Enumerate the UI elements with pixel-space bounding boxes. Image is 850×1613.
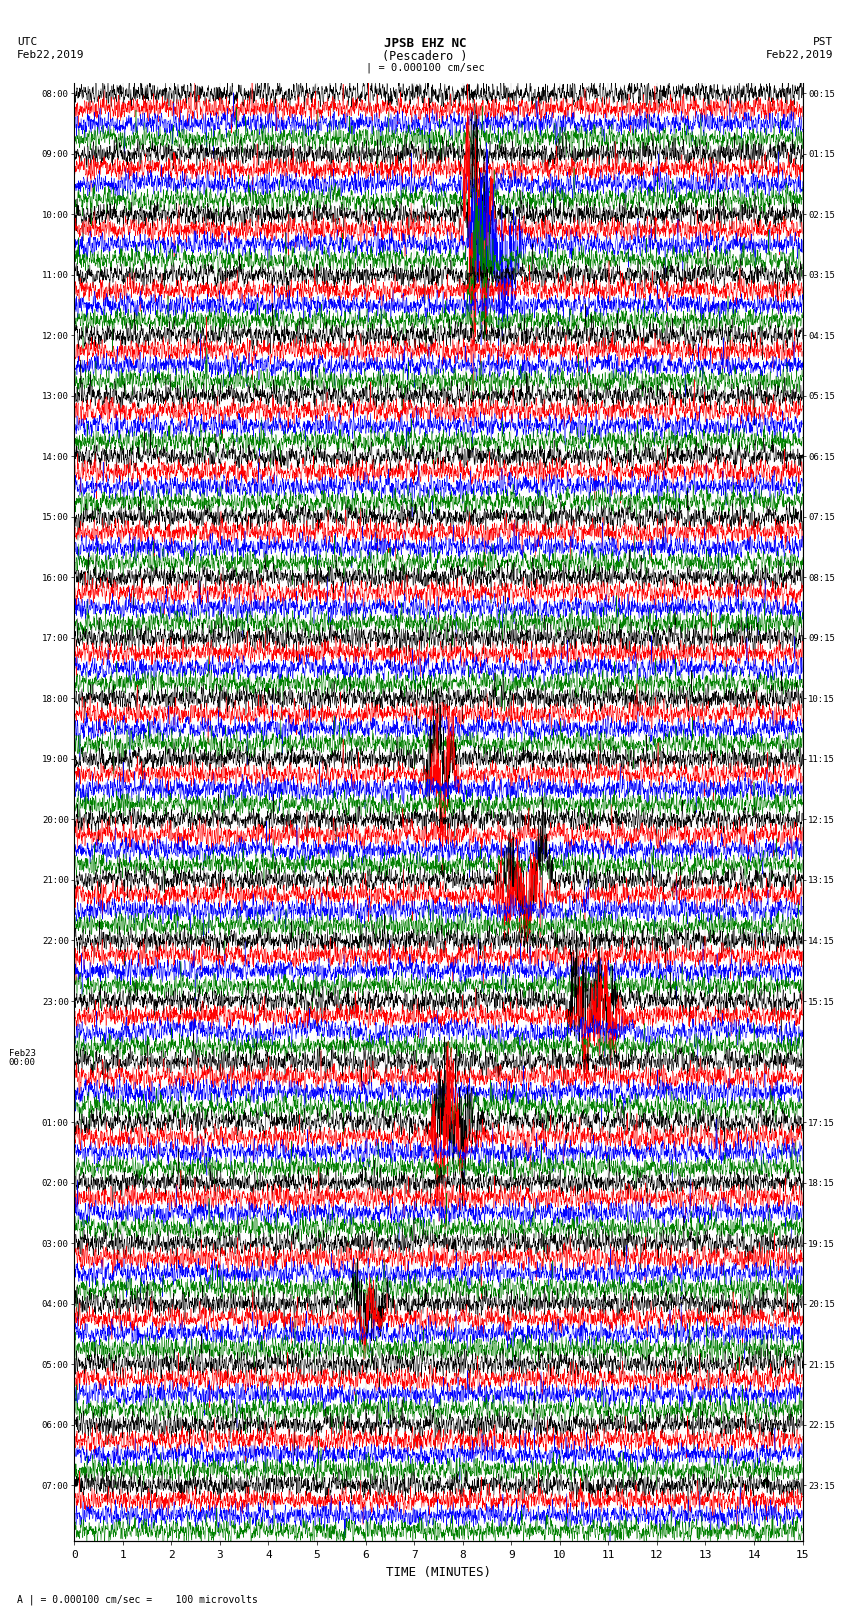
Text: Feb23: Feb23	[8, 1048, 36, 1058]
X-axis label: TIME (MINUTES): TIME (MINUTES)	[386, 1566, 491, 1579]
Text: JPSB EHZ NC: JPSB EHZ NC	[383, 37, 467, 50]
Text: A | = 0.000100 cm/sec =    100 microvolts: A | = 0.000100 cm/sec = 100 microvolts	[17, 1594, 258, 1605]
Text: (Pescadero ): (Pescadero )	[382, 50, 468, 63]
Text: Feb22,2019: Feb22,2019	[17, 50, 84, 60]
Text: Feb22,2019: Feb22,2019	[766, 50, 833, 60]
Text: 00:00: 00:00	[8, 1058, 36, 1066]
Text: PST: PST	[813, 37, 833, 47]
Text: UTC: UTC	[17, 37, 37, 47]
Text: | = 0.000100 cm/sec: | = 0.000100 cm/sec	[366, 63, 484, 74]
